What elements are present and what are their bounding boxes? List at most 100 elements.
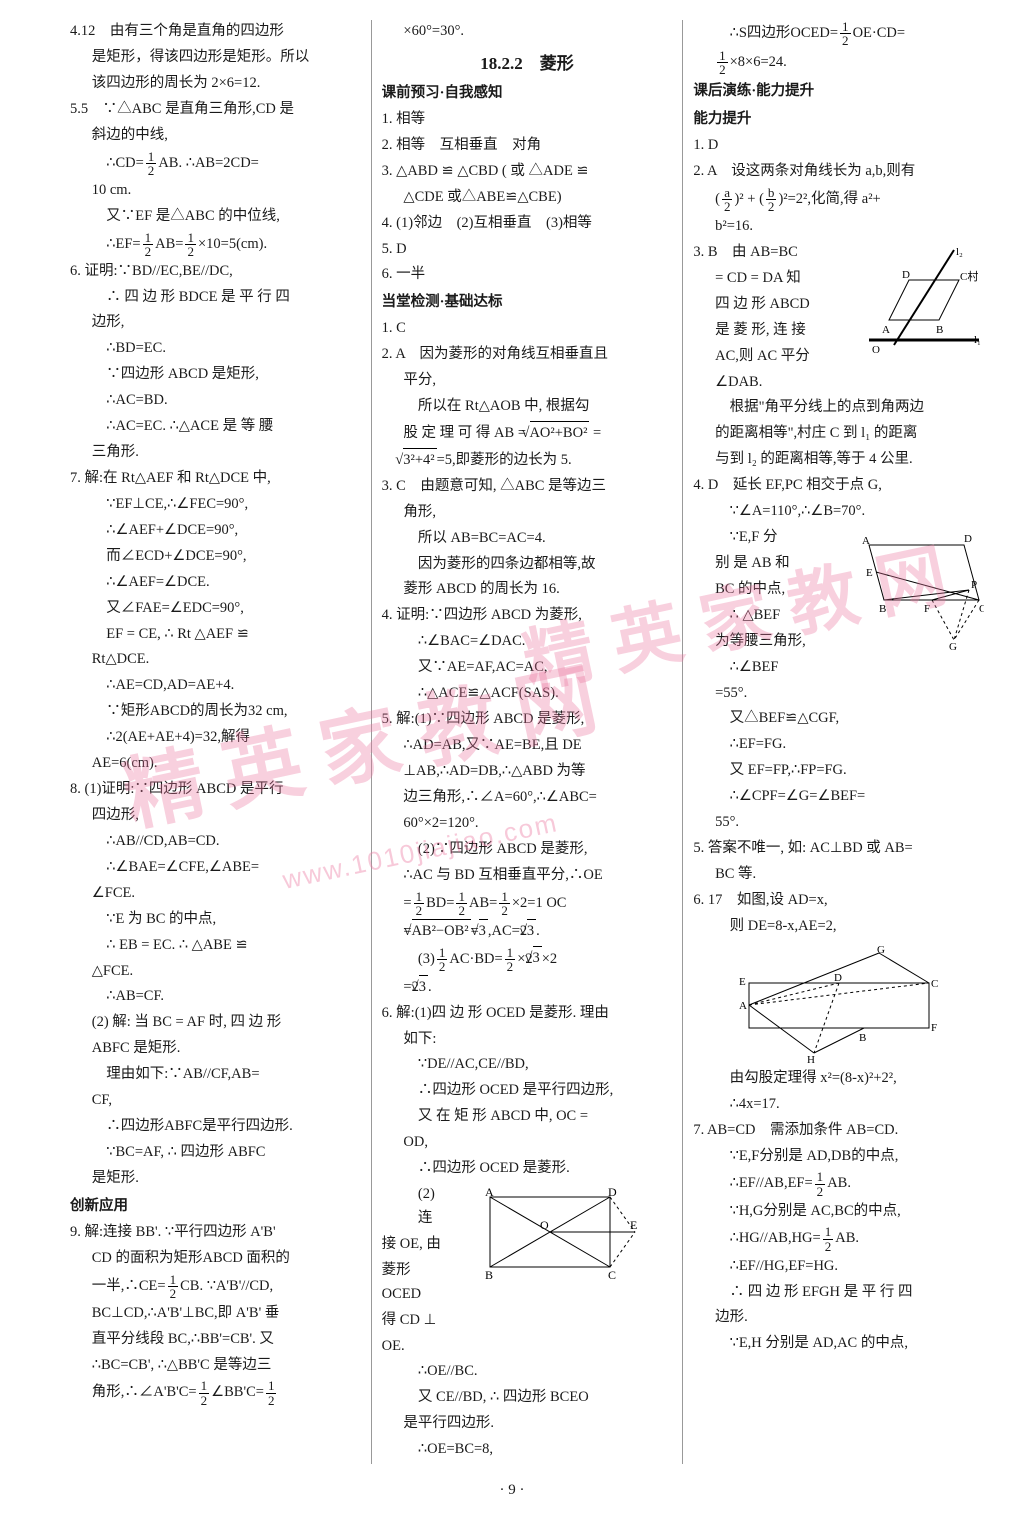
column-1: 4.12 由有三个角是直角的四边形 是矩形，得该四边形是矩形。所以 该四边形的周… bbox=[60, 20, 372, 1464]
text-line: 5. 解:(1)∵四边形 ABCD 是菱形, bbox=[382, 708, 673, 732]
text-line: (3)12AC·BD=12×23×2 bbox=[382, 946, 673, 973]
text-line: ∴∠BAC=∠DAC. bbox=[382, 630, 673, 654]
text-line: OD, bbox=[382, 1131, 673, 1155]
text-line: 6. 一半 bbox=[382, 263, 673, 287]
text-line: 则 DE=8-x,AE=2, bbox=[693, 915, 984, 939]
text-line: ∴EF=FG. bbox=[693, 733, 984, 757]
text-line: ∠DAB. bbox=[693, 371, 984, 395]
text: ×2 bbox=[542, 950, 557, 966]
svg-text:A: A bbox=[739, 1000, 747, 1012]
svg-text:D: D bbox=[608, 1187, 617, 1199]
text-line: ∴AB=CF. bbox=[70, 985, 361, 1009]
text-line: ∵矩形ABCD的周长为32 cm, bbox=[70, 700, 361, 724]
column-3: ∴S四边形OCED=12OE·CD= 12×8×6=24. 课后演练·能力提升 … bbox=[683, 20, 994, 1464]
section-title: 18.2.2 菱形 bbox=[382, 50, 673, 78]
text-line: ∵BC=AF, ∴ 四边形 ABFC bbox=[70, 1141, 361, 1165]
text-line: ∴ 四 边 形 EFGH 是 平 行 四 bbox=[693, 1281, 984, 1305]
text-line: (a2)² + (b2)²=2²,化简,得 a²+ bbox=[693, 186, 984, 213]
svg-text:F: F bbox=[924, 603, 930, 615]
text-line: 2. A 因为菱形的对角线互相垂直且 bbox=[382, 343, 673, 367]
text-line: ∴四边形 OCED 是平行四边形, bbox=[382, 1079, 673, 1103]
text-line: 角形,∴∠A'B'C=12∠BB'C=12 bbox=[70, 1379, 361, 1406]
svg-text:O: O bbox=[540, 1218, 549, 1232]
svg-text:A: A bbox=[485, 1187, 494, 1199]
text-line: 又 在 矩 形 ABCD 中, OC = bbox=[382, 1105, 673, 1129]
svg-text:H: H bbox=[807, 1054, 815, 1063]
text-line: 3. △ABD ≌ △CBD ( 或 △ADE ≌ bbox=[382, 160, 673, 184]
text: ∴HG//AB,HG= bbox=[730, 1230, 821, 1246]
text: CB. ∵A'B'//CD, bbox=[180, 1277, 273, 1293]
subsection-title: 课前预习·自我感知 bbox=[382, 82, 673, 106]
text-line: 三角形. bbox=[70, 441, 361, 465]
text-line: 得 CD ⊥ bbox=[382, 1309, 442, 1333]
svg-text:l₁: l₁ bbox=[974, 334, 981, 346]
text-line: 边形, bbox=[70, 311, 361, 335]
village-figure-icon: l₁ l₂ A B C村 D O bbox=[864, 245, 984, 355]
text: ∠BB'C= bbox=[211, 1384, 264, 1400]
text-line: △FCE. bbox=[70, 960, 361, 984]
text: 角形,∴∠A'B'C= bbox=[92, 1384, 197, 1400]
text-line: Rt△DCE. bbox=[70, 648, 361, 672]
text-line: 2. A 设这两条对角线长为 a,b,则有 bbox=[693, 160, 984, 184]
text-line: 的距离相等",村庄 C 到 l₁ 的距离 bbox=[693, 422, 984, 446]
text-line: BC 的中点, bbox=[693, 578, 850, 602]
text-line: 而∠ECD+∠DCE=90°, bbox=[70, 545, 361, 569]
page-number: · 9 · bbox=[0, 1478, 1024, 1503]
text-line: 斜边的中线, bbox=[70, 124, 361, 148]
text: ×2=1 OC bbox=[512, 894, 567, 910]
text-line: ∴ △BEF bbox=[693, 604, 850, 628]
svg-text:D: D bbox=[964, 533, 972, 545]
text: ∴S四边形OCED= bbox=[730, 25, 838, 41]
text-line: ABFC 是矩形. bbox=[70, 1037, 361, 1061]
text-line: ∴AD=AB,又∵AE=BE,且 DE bbox=[382, 734, 673, 758]
text-line: 又 EF=FP,∴FP=FG. bbox=[693, 759, 984, 783]
svg-text:B: B bbox=[879, 603, 886, 615]
text: AC·BD= bbox=[449, 950, 502, 966]
text-line: 由勾股定理得 x²=(8-x)²+2², bbox=[693, 1067, 984, 1091]
text-line: 菱形 ABCD 的周长为 16. bbox=[382, 578, 673, 602]
text-line: (2) 连 bbox=[382, 1183, 442, 1231]
text-line: 股 定 理 可 得 AB = AO²+BO² = bbox=[382, 421, 673, 446]
text-line: ∴EF//HG,EF=HG. bbox=[693, 1255, 984, 1279]
text: AB= bbox=[469, 894, 497, 910]
text: OE·CD= bbox=[853, 25, 905, 41]
svg-text:C: C bbox=[931, 978, 938, 990]
text-line: EF = CE, ∴ Rt △AEF ≌ bbox=[70, 623, 361, 647]
text-line: ∴AC=EC. ∴△ACE 是 等 腰 bbox=[70, 415, 361, 439]
text-line: 别 是 AB 和 bbox=[693, 552, 850, 576]
text-line: ∵E,H 分别是 AD,AC 的中点, bbox=[693, 1332, 984, 1356]
text-line: 又△BEF≌△CGF, bbox=[693, 707, 984, 731]
text-line: 与到 l₂ 的距离相等,等于 4 公里. bbox=[693, 448, 984, 472]
text: ∴EF//AB,EF= bbox=[730, 1175, 813, 1191]
text-line: 又 CE//BD, ∴ 四边形 BCEO bbox=[382, 1386, 673, 1410]
text-line: 3²+4²=5,即菱形的边长为 5. bbox=[382, 448, 673, 473]
text-line: 所以在 Rt△AOB 中, 根据勾 bbox=[382, 395, 673, 419]
svg-text:E: E bbox=[739, 976, 746, 988]
text-line: BC 等. bbox=[693, 863, 984, 887]
text-line: b²=16. bbox=[693, 215, 984, 239]
text: (3) bbox=[418, 950, 435, 966]
text-line: 根据"角平分线上的点到角两边 bbox=[693, 396, 984, 420]
text-line: AE=6(cm). bbox=[70, 752, 361, 776]
text-line: 4.12 由有三个角是直角的四边形 bbox=[70, 20, 361, 44]
text-line: (2) 解: 当 BC = AF 时, 四 边 形 bbox=[70, 1011, 361, 1035]
text-line: =AB²−OB²=3,AC=23. bbox=[382, 919, 673, 944]
text-line: ∴△ACE≌△ACF(SAS). bbox=[382, 682, 673, 706]
text: = bbox=[589, 425, 601, 441]
text-line: 是矩形. bbox=[70, 1167, 361, 1191]
svg-text:G: G bbox=[877, 944, 885, 956]
text-line: ∴EF=12AB=12×10=5(cm). bbox=[70, 231, 361, 258]
text: 一半,∴CE= bbox=[92, 1277, 166, 1293]
svg-text:C: C bbox=[979, 603, 984, 615]
text-line: ∴S四边形OCED=12OE·CD= bbox=[693, 20, 984, 47]
text-line: 为等腰三角形, bbox=[693, 630, 850, 654]
text-line: ∴∠BEF bbox=[693, 656, 850, 680]
text-line: ∵DE//AC,CE//BD, bbox=[382, 1053, 673, 1077]
text-line: 是矩形，得该四边形是矩形。所以 bbox=[70, 46, 361, 70]
text-line: ∴2(AE+AE+4)=32,解得 bbox=[70, 726, 361, 750]
text-line: 55°. bbox=[693, 811, 984, 835]
text: =5,即菱形的边长为 5. bbox=[437, 452, 572, 468]
text-line: 12×8×6=24. bbox=[693, 49, 984, 76]
text: ∴EF= bbox=[106, 235, 140, 251]
text-line: 10 cm. bbox=[70, 179, 361, 203]
